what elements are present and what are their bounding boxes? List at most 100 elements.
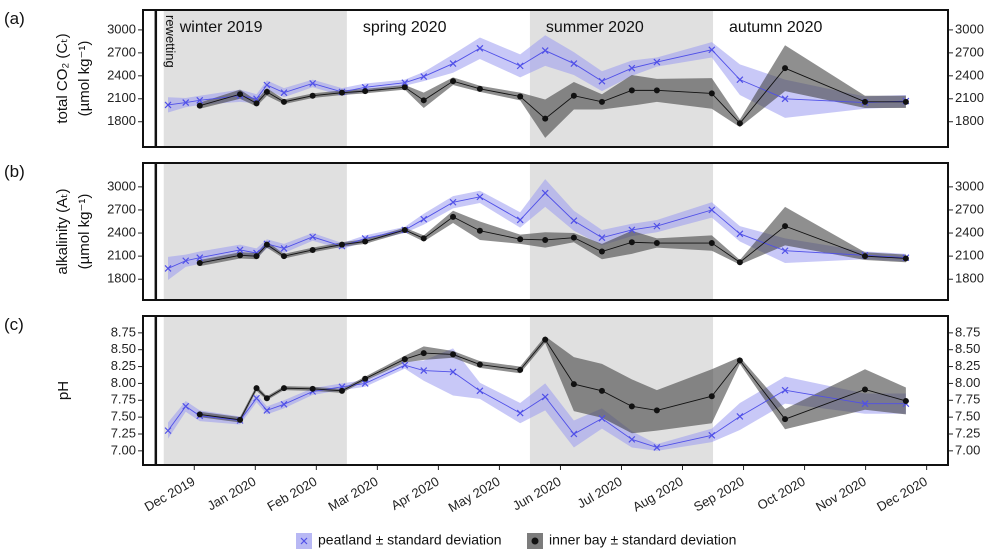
y-tick-label: 8.75 (111, 324, 136, 339)
x-tick-label: Dec 2020 (874, 474, 930, 515)
plot-area (163, 10, 910, 147)
marker-x (280, 245, 288, 252)
marker-x (182, 99, 190, 107)
marker-dot (280, 98, 287, 105)
marker-x (570, 430, 578, 438)
marker-dot (263, 241, 270, 248)
panel-frame (142, 9, 949, 148)
sd-band (168, 35, 906, 118)
y2-tick-label: 2700 (955, 44, 984, 59)
x-tick-label: Sep 2020 (691, 474, 747, 515)
marker-dot (309, 246, 316, 253)
marker-dot (736, 120, 743, 127)
marker-x (476, 387, 484, 395)
y-tick-label: 2100 (107, 90, 136, 105)
marker-dot (542, 236, 549, 243)
marker-x (541, 47, 549, 54)
marker-dot (401, 356, 408, 363)
marker-x (570, 217, 578, 225)
y-tick-label: 7.00 (111, 442, 136, 457)
marker-dot (782, 223, 789, 230)
marker-x (420, 215, 428, 223)
y-tick-label: 2700 (107, 44, 136, 59)
marker-x (164, 427, 172, 435)
panel-label: (b) (4, 162, 25, 181)
x-tick-label: Jan 2020 (205, 474, 259, 514)
marker-x (781, 247, 789, 255)
marker-x (736, 413, 744, 420)
marker-x (861, 400, 869, 408)
legend-marker (531, 537, 539, 545)
marker-dot (736, 259, 743, 266)
marker-dot (196, 260, 203, 267)
season-shade (163, 10, 347, 147)
y-axis-label: (µmol kg⁻¹) (76, 41, 93, 117)
marker-dot (570, 234, 577, 241)
marker-dot (653, 87, 660, 94)
marker-dot (653, 407, 660, 414)
y-tick-label: 8.00 (111, 375, 136, 390)
y2-tick-label: 3000 (955, 21, 984, 36)
marker-x (570, 60, 578, 67)
marker-x (263, 81, 271, 89)
marker-x (196, 96, 204, 104)
y2-tick-label: 8.50 (955, 341, 980, 356)
marker-x (516, 409, 524, 417)
y-axis-label: pH (55, 381, 72, 400)
season-label: summer 2020 (546, 19, 644, 36)
y-tick-label: 7.25 (111, 425, 136, 440)
marker-dot (570, 92, 577, 99)
season-label: autumn 2020 (729, 19, 823, 36)
marker-dot (362, 375, 369, 382)
marker-x (628, 435, 636, 443)
marker-x (280, 400, 288, 408)
marker-dot (196, 102, 203, 109)
y2-tick-label: 2100 (955, 248, 984, 263)
marker-x (420, 73, 428, 81)
marker-dot (263, 395, 270, 402)
x-tick-label: Dec 2019 (142, 474, 198, 515)
y2-tick-label: 3000 (955, 178, 984, 193)
marker-dot (280, 253, 287, 260)
marker-dot (362, 238, 369, 245)
plot-area (163, 163, 910, 300)
x-tick-label: Jun 2020 (510, 474, 564, 514)
marker-dot (450, 78, 457, 85)
y2-tick-label: 8.75 (955, 324, 980, 339)
y2-tick-label: 2100 (955, 90, 984, 105)
panel-frame (142, 162, 949, 301)
marker-x (781, 95, 789, 103)
marker-dot (476, 227, 483, 234)
y-tick-label: 8.50 (111, 341, 136, 356)
marker-dot (782, 416, 789, 423)
sd-band (199, 336, 906, 434)
marker-dot (253, 253, 260, 260)
legend-label: inner bay ± standard deviation (549, 532, 736, 548)
y2-tick-label: 8.00 (955, 375, 980, 390)
marker-dot (237, 91, 244, 98)
y-tick-label: 2100 (107, 248, 136, 263)
marker-dot (338, 387, 345, 394)
panel-label: (c) (4, 315, 24, 334)
y2-tick-label: 2400 (955, 224, 984, 239)
marker-dot (362, 88, 369, 95)
marker-x (164, 101, 172, 109)
marker-x (236, 246, 244, 254)
marker-x (449, 368, 457, 376)
y-tick-label: 2700 (107, 201, 136, 216)
marker-x (653, 58, 661, 66)
y2-tick-label: 8.25 (955, 358, 980, 373)
marker-x (420, 367, 428, 375)
marker-dot (517, 366, 524, 373)
marker-x (476, 44, 484, 52)
marker-dot (253, 385, 260, 392)
x-tick-label: Oct 2020 (755, 474, 808, 513)
marker-x (598, 77, 606, 85)
marker-x (182, 257, 190, 265)
x-tick-label: Jul 2020 (575, 474, 625, 512)
marker-dot (708, 90, 715, 97)
marker-dot (628, 403, 635, 410)
season-label: winter 2019 (179, 19, 263, 36)
marker-x (628, 64, 636, 72)
